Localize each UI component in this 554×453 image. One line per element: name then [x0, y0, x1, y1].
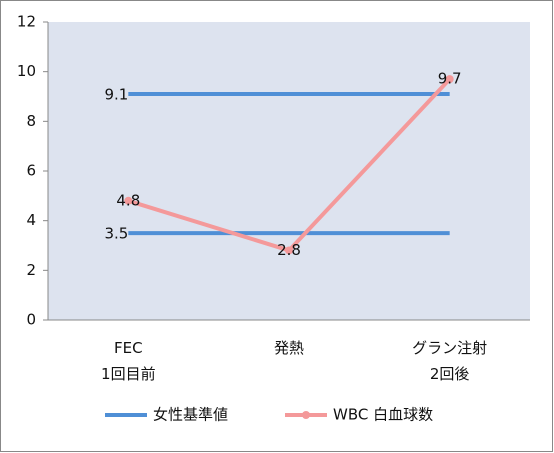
- data-label: 2.8: [277, 241, 301, 259]
- legend-marker: [302, 411, 310, 419]
- marker: [285, 246, 293, 255]
- y-tick-label: 12: [17, 13, 36, 31]
- y-tick-label: 2: [26, 261, 36, 279]
- legend-label: 女性基準値: [153, 406, 228, 424]
- legend-label: WBC 白血球数: [333, 406, 433, 424]
- x-tick-label: FEC 1回目前: [101, 339, 156, 383]
- data-label: 3.5: [104, 225, 128, 243]
- plot-area: [48, 22, 530, 320]
- y-tick-label: 8: [26, 112, 36, 130]
- y-tick-label: 10: [17, 62, 36, 80]
- data-label: 4.8: [116, 191, 140, 209]
- x-tick-label: 発熱: [274, 339, 304, 357]
- data-label: 9.1: [104, 86, 128, 104]
- y-tick-label: 6: [26, 162, 36, 180]
- x-tick-label: グラン注射 2回後: [412, 339, 487, 383]
- y-tick-label: 0: [26, 311, 36, 329]
- y-tick-label: 4: [26, 211, 36, 229]
- data-label: 9.7: [438, 70, 462, 88]
- marker: [445, 75, 454, 84]
- marker: [124, 196, 133, 205]
